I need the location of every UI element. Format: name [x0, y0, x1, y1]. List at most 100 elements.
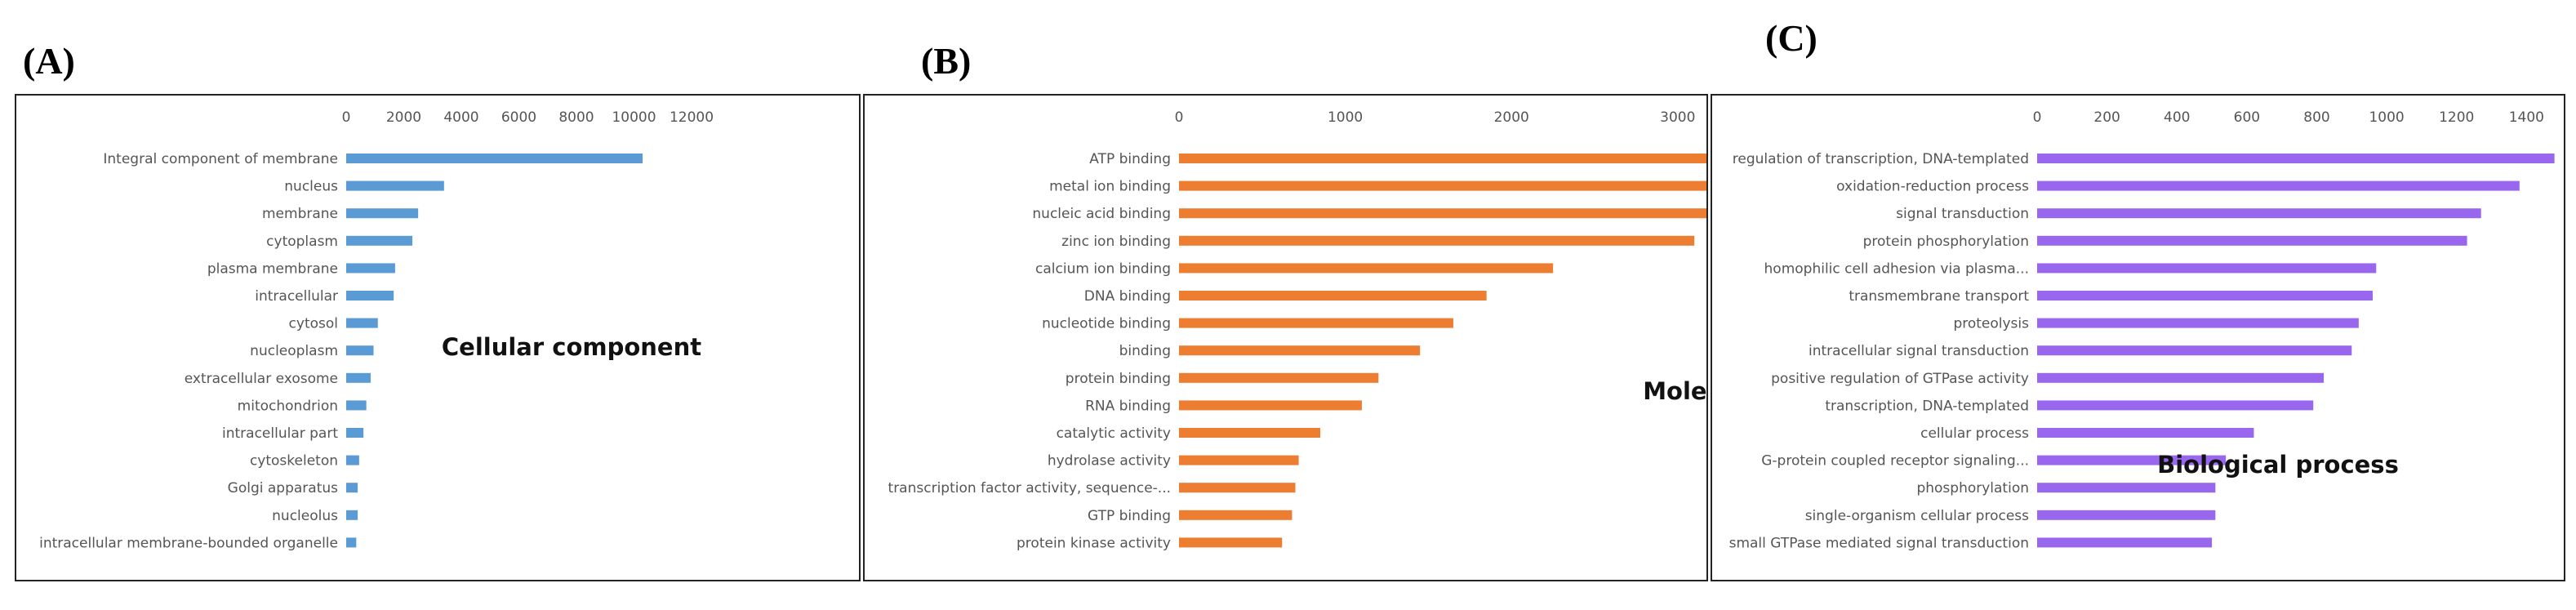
- category-label: protein phosphorylation: [1863, 234, 2029, 250]
- x-tick-label: 2000: [1494, 109, 1529, 126]
- category-label: cytoskeleton: [250, 453, 338, 470]
- bar: [1179, 263, 1554, 274]
- category-label: nucleoplasm: [250, 343, 338, 359]
- bar: [346, 208, 419, 219]
- category-label: protein kinase activity: [1017, 535, 1171, 551]
- x-tick-label: 400: [2164, 109, 2190, 126]
- bar: [2037, 235, 2467, 246]
- cellular-component-chart: 0 2000 4000 6000 8000 10000 12000 Integral comp…: [39, 109, 714, 551]
- category-label: GTP binding: [1088, 508, 1171, 524]
- category-label: single-organism cellular process: [1805, 508, 2029, 524]
- bar: [1179, 428, 1321, 438]
- bar: [346, 400, 367, 411]
- x-tick-label: 0: [1175, 109, 1184, 126]
- category-label: transmembrane transport: [1849, 288, 2029, 305]
- bar: [346, 483, 358, 493]
- panel-b-letter: (B): [921, 40, 972, 82]
- x-tick-label: 0: [342, 109, 351, 126]
- bar: [346, 318, 378, 328]
- category-label: oxidation-reduction process: [1836, 179, 2029, 195]
- bar: [346, 180, 444, 191]
- bar: [2037, 291, 2373, 301]
- bar: [346, 291, 394, 301]
- bar: [346, 345, 374, 356]
- bar: [1179, 483, 1296, 493]
- chart-title: Cellular component: [442, 333, 701, 361]
- x-tick-label: 1000: [2369, 109, 2404, 126]
- bar: [2037, 455, 2227, 465]
- category-label: mitochondrion: [238, 398, 338, 414]
- category-label: extracellular exosome: [185, 371, 338, 387]
- bar: [2037, 318, 2359, 328]
- biological-process-chart: 02004006008001000120014001600regulation …: [1729, 109, 2555, 551]
- x-tick-label: 800: [2303, 109, 2329, 126]
- category-label: Golgi apparatus: [228, 480, 338, 496]
- category-label: intracellular: [255, 288, 338, 305]
- x-tick-label: 3000: [1660, 109, 1695, 126]
- category-label: ATP binding: [1089, 151, 1171, 167]
- category-label: transcription factor activity, sequence-…: [888, 480, 1171, 496]
- category-label: cytosol: [289, 316, 338, 332]
- category-label: cytoplasm: [266, 234, 338, 250]
- panel-c-letter: (C): [1765, 17, 1817, 59]
- bar: [1179, 318, 1453, 328]
- cellular-component-panel: 0 2000 4000 6000 8000 10000 12000 Integral comp…: [15, 94, 861, 581]
- chart-title: Molecular function: [1643, 377, 1706, 405]
- category-label: G-protein coupled receptor signaling...: [1761, 453, 2029, 470]
- category-label: nucleotide binding: [1042, 316, 1171, 332]
- category-label: plasma membrane: [207, 260, 338, 277]
- bar: [346, 510, 358, 520]
- category-label: binding: [1119, 343, 1171, 359]
- category-label: nucleic acid binding: [1032, 206, 1171, 222]
- x-tick-label: 200: [2093, 109, 2120, 126]
- bar: [2037, 372, 2325, 383]
- bar: [346, 235, 413, 246]
- bar: [2037, 345, 2352, 356]
- bar: [2037, 510, 2216, 520]
- category-label: signal transduction: [1896, 206, 2029, 222]
- x-tick-label: 1400: [2509, 109, 2544, 126]
- bar: [1179, 537, 1283, 548]
- category-label: zinc ion binding: [1061, 234, 1171, 250]
- category-label: metal ion binding: [1049, 179, 1171, 195]
- x-tick-label: 6000: [501, 109, 536, 126]
- bar: [346, 455, 359, 465]
- bar: [1179, 372, 1379, 383]
- x-tick-label: 1200: [2439, 109, 2474, 126]
- x-tick-label: 8000: [558, 109, 594, 126]
- bar: [2037, 400, 2314, 411]
- category-label: intracellular membrane-bounded organelle: [39, 535, 338, 551]
- category-label: cellular process: [1920, 425, 2029, 442]
- category-label: RNA binding: [1085, 398, 1171, 414]
- category-label: small GTPase mediated signal transductio…: [1729, 535, 2029, 551]
- bar: [1179, 291, 1487, 301]
- x-tick-label: 2000: [386, 109, 421, 126]
- bar: [1179, 154, 1706, 163]
- category-label: Integral component of membrane: [103, 151, 338, 167]
- bar: [346, 537, 357, 548]
- category-label: regulation of transcription, DNA-templat…: [1733, 151, 2029, 167]
- bar: [1179, 510, 1292, 520]
- bar: [2037, 428, 2254, 438]
- x-tick-label: 1000: [1328, 109, 1363, 126]
- bar: [346, 372, 371, 383]
- bar: [2037, 154, 2555, 163]
- category-label: phosphorylation: [1916, 480, 2029, 496]
- category-label: intracellular part: [222, 425, 338, 442]
- x-tick-label: 4000: [443, 109, 478, 126]
- bar: [346, 428, 364, 438]
- category-label: transcription, DNA-templated: [1825, 398, 2029, 414]
- category-label: membrane: [262, 206, 338, 222]
- bar: [2037, 263, 2377, 274]
- bar: [2037, 208, 2481, 219]
- bar: [1179, 208, 1706, 219]
- bar: [1179, 180, 1706, 191]
- bar: [346, 263, 395, 274]
- bar: [346, 154, 643, 163]
- panel-a-letter: (A): [23, 40, 75, 82]
- category-label: hydrolase activity: [1048, 453, 1171, 470]
- category-label: calcium ion binding: [1035, 260, 1171, 277]
- x-tick-label: 10000: [612, 109, 656, 126]
